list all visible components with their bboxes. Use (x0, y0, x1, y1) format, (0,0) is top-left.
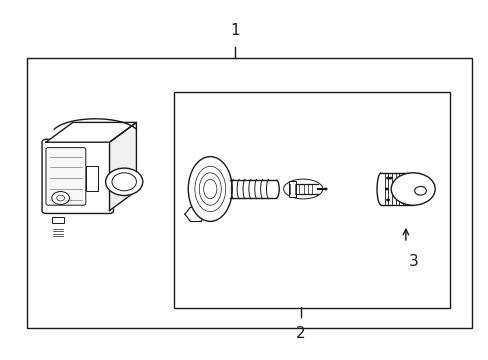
Polygon shape (46, 122, 136, 142)
Text: 1: 1 (229, 23, 239, 38)
Circle shape (386, 177, 389, 180)
Circle shape (323, 188, 327, 190)
Bar (173, 92, 449, 308)
Circle shape (105, 168, 142, 195)
Circle shape (386, 198, 389, 201)
Text: 3: 3 (407, 254, 417, 269)
Bar (52, 217, 64, 223)
Bar (86, 166, 98, 191)
Circle shape (52, 192, 69, 204)
FancyBboxPatch shape (46, 148, 86, 205)
Text: 2: 2 (295, 326, 305, 341)
Circle shape (414, 186, 426, 195)
Circle shape (390, 173, 434, 205)
Polygon shape (109, 122, 136, 211)
Circle shape (384, 188, 388, 190)
Bar (288, 181, 295, 197)
Circle shape (388, 177, 392, 180)
Ellipse shape (188, 157, 232, 221)
FancyBboxPatch shape (42, 139, 113, 213)
Bar (27, 58, 471, 328)
